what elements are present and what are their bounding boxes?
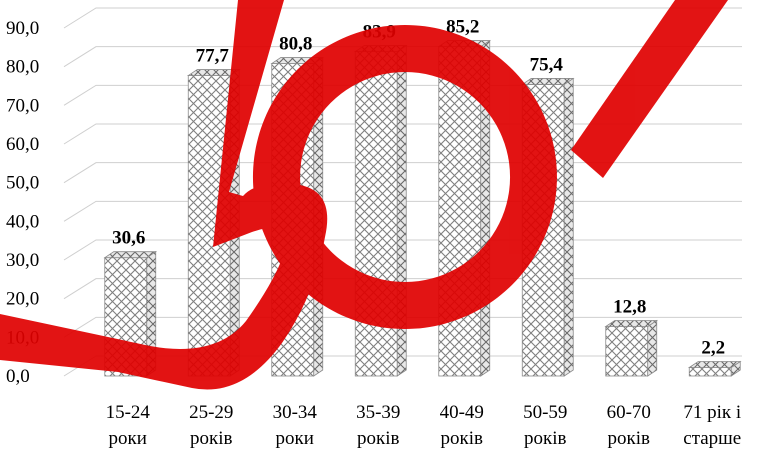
bar-front	[605, 326, 649, 377]
watermark-ring	[252, 25, 557, 330]
y-tick-label: 60,0	[6, 134, 39, 155]
bar-top	[103, 251, 158, 259]
bar-side	[647, 319, 658, 377]
x-category-label: 71 рік і	[683, 402, 741, 423]
data-label: 12,8	[613, 297, 646, 318]
x-category-label: років	[190, 428, 233, 449]
data-labels: 30,677,780,883,985,275,412,82,2	[112, 17, 725, 359]
data-label: 30,6	[112, 228, 145, 249]
y-tick-label: 30,0	[6, 250, 39, 271]
y-tick-label: 80,0	[6, 57, 39, 78]
x-category-label: 35-39	[356, 402, 400, 423]
x-category-label: 30-34	[273, 402, 318, 423]
watermark-slash	[571, 0, 728, 178]
gridline	[63, 7, 742, 29]
x-category-label: років	[357, 428, 400, 449]
x-category-label: років	[441, 428, 484, 449]
bar-front	[688, 367, 732, 377]
x-category-label: старше	[683, 428, 741, 449]
x-category-label: років	[524, 428, 567, 449]
x-category-label: роки	[276, 428, 314, 449]
x-category-label: 25-29	[189, 402, 233, 423]
watermark-letter-b	[0, 0, 328, 390]
bar-top	[687, 361, 742, 368]
x-category-label: 60-70	[607, 402, 651, 423]
watermark-stamp	[0, 0, 728, 390]
data-label: 80,8	[279, 34, 312, 55]
y-tick-label: 70,0	[6, 95, 39, 116]
x-category-label: років	[608, 428, 651, 449]
x-category-label: 40-49	[440, 402, 484, 423]
y-tick-label: 90,0	[6, 18, 39, 39]
bar-top	[520, 78, 575, 85]
bar-top	[604, 320, 659, 327]
y-tick-label: 50,0	[6, 173, 39, 194]
bar-side	[563, 77, 574, 377]
x-category-label: роки	[109, 428, 147, 449]
x-axis-categories: 15-24 роки 25-29 років 30-34 роки 35-39 років 40…	[106, 402, 742, 449]
data-label: 77,7	[196, 46, 230, 67]
y-tick-label: 40,0	[6, 211, 39, 232]
gridline	[63, 46, 742, 68]
x-category-label: 15-24	[106, 402, 151, 423]
data-label: 2,2	[701, 337, 725, 358]
y-tick-label: 0,0	[6, 366, 30, 387]
bar	[687, 360, 742, 377]
bar	[604, 319, 659, 377]
data-label: 75,4	[530, 54, 564, 75]
y-tick-label: 20,0	[6, 289, 39, 310]
data-label: 85,2	[446, 17, 479, 38]
x-category-label: 50-59	[523, 402, 567, 423]
